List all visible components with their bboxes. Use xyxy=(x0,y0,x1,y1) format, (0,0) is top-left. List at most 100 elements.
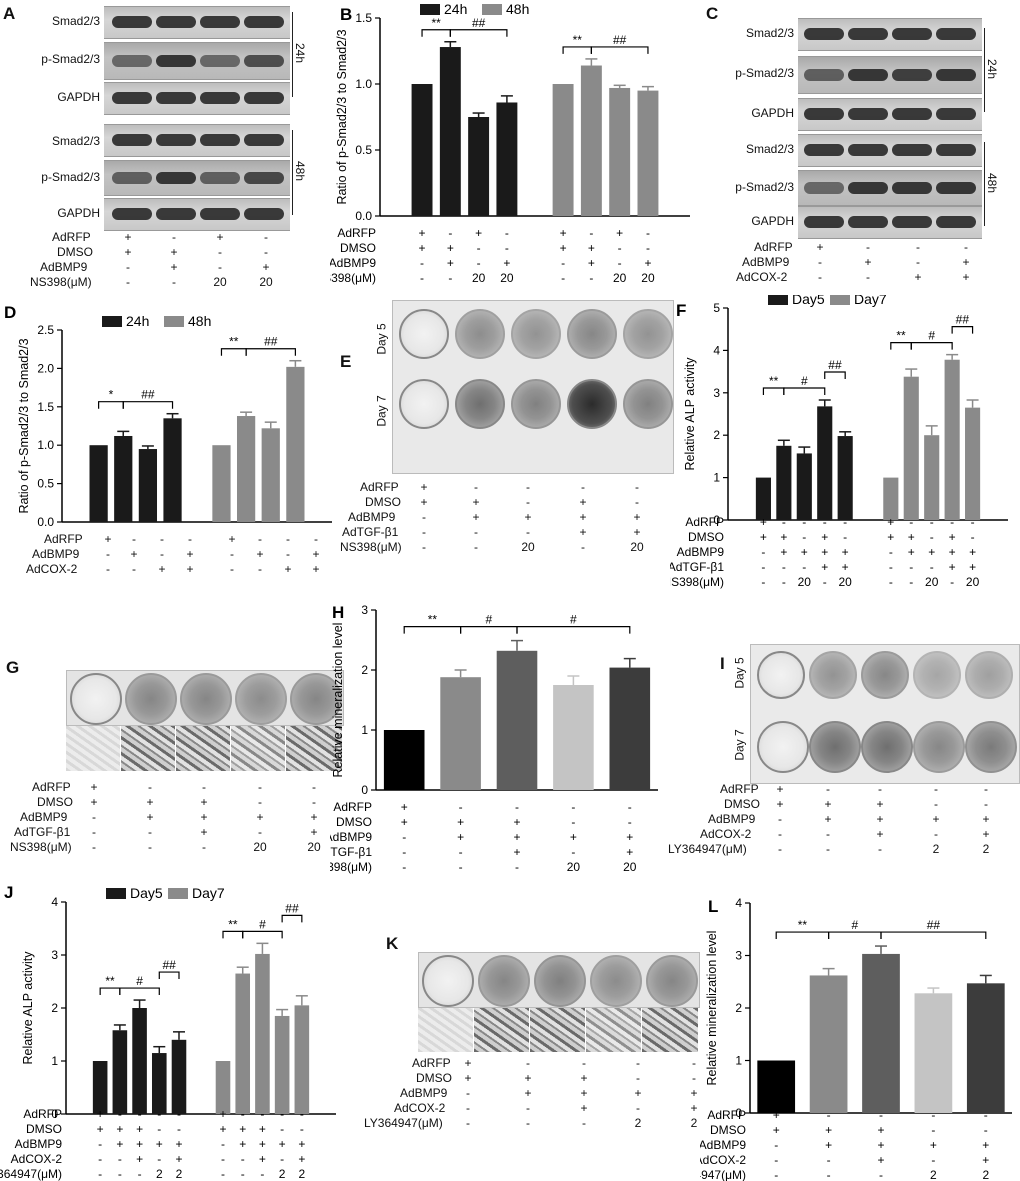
table-cell: - xyxy=(827,1108,831,1122)
table-cell: 20 xyxy=(567,860,581,874)
cell: + xyxy=(312,547,320,561)
blot-strip xyxy=(798,18,982,51)
table-cell: - xyxy=(761,560,765,574)
significance-bracket xyxy=(122,401,174,409)
table-cell: - xyxy=(280,1107,284,1121)
cell: + xyxy=(876,797,884,811)
cell: + xyxy=(824,812,832,826)
well xyxy=(455,309,505,359)
significance-bracket xyxy=(880,931,987,940)
cell: - xyxy=(474,525,478,539)
bar xyxy=(171,1039,187,1114)
table-cell: + xyxy=(877,1153,884,1167)
cell: + xyxy=(524,1071,532,1085)
row-label: AdCOX-2 xyxy=(394,1101,446,1115)
cell: - xyxy=(866,240,870,254)
cell: - xyxy=(258,532,262,546)
table-cell: - xyxy=(300,1107,304,1121)
row-label: AdRFP xyxy=(52,230,91,244)
cell: - xyxy=(826,827,830,841)
cell: + xyxy=(524,1086,532,1100)
y-tick-label: 1 xyxy=(713,471,720,485)
cell: + xyxy=(284,562,292,576)
cell: + xyxy=(262,260,270,274)
table-cell: - xyxy=(782,575,786,589)
table-cell: - xyxy=(646,226,650,240)
micrograph xyxy=(231,726,285,771)
row-label: AdBMP9 xyxy=(348,510,396,524)
cell: - xyxy=(474,540,478,554)
well xyxy=(125,673,177,725)
cell: - xyxy=(264,245,268,259)
cell: - xyxy=(92,825,96,839)
row-label: AdBMP9 xyxy=(742,255,790,269)
table-cell: - xyxy=(477,241,481,255)
cell: - xyxy=(172,275,176,289)
table-cell: + xyxy=(457,815,464,829)
blot-label: Smad2/3 xyxy=(745,26,794,40)
row-label: NS398(μM) xyxy=(670,575,724,589)
significance-mark: * xyxy=(109,388,114,402)
blot-strip xyxy=(104,198,290,231)
micrograph xyxy=(66,726,120,771)
blot-strip xyxy=(104,160,290,196)
cell: - xyxy=(526,1116,530,1130)
table-cell: - xyxy=(984,1123,988,1137)
well xyxy=(422,955,474,1007)
significance-mark: # xyxy=(928,329,935,343)
table-cell: + xyxy=(588,241,595,255)
well xyxy=(534,955,586,1007)
table-cell: - xyxy=(98,1167,102,1181)
cell: + xyxy=(186,562,194,576)
bar xyxy=(609,667,651,790)
cell: - xyxy=(826,782,830,796)
cell: - xyxy=(312,795,316,809)
table-cell: - xyxy=(448,271,452,285)
well xyxy=(399,379,449,429)
chart-d: D 0.0 0.5 1.0 1.5 2.0 2.5 Ratio of p-Smad2/3 to… xyxy=(4,303,332,529)
table-cell: - xyxy=(971,515,975,529)
cell: - xyxy=(692,1056,696,1070)
row-label: DMSO xyxy=(57,245,93,259)
table-cell: + xyxy=(887,530,894,544)
row-label: AdBMP9 xyxy=(15,1137,63,1151)
cell: + xyxy=(464,1071,472,1085)
significance-mark: ** xyxy=(229,335,239,349)
well xyxy=(646,955,698,1007)
blot-strip xyxy=(798,56,982,94)
row-label: LY364947(μM) xyxy=(0,1167,62,1181)
cell: 20 xyxy=(630,540,644,554)
cell: + xyxy=(310,810,318,824)
time-bracket xyxy=(292,12,293,97)
cell: + xyxy=(579,510,587,524)
table-cell: - xyxy=(909,560,913,574)
legend-label: 48h xyxy=(188,313,211,329)
cell: - xyxy=(230,547,234,561)
cell: - xyxy=(826,842,830,856)
table-cell: - xyxy=(402,830,406,844)
table-cell: 2 xyxy=(930,1168,937,1181)
well xyxy=(290,673,342,725)
cell: + xyxy=(186,547,194,561)
plate-grid xyxy=(66,670,344,726)
blot-strip xyxy=(104,6,290,39)
table-cell: - xyxy=(950,515,954,529)
y-tick-label: 4 xyxy=(713,343,720,357)
time-label: 24h xyxy=(985,58,1000,80)
significance-mark: # xyxy=(259,917,266,931)
cell: - xyxy=(106,547,110,561)
significance-bracket xyxy=(158,971,180,980)
cell: + xyxy=(146,795,154,809)
bar xyxy=(89,445,108,522)
row-label: AdBMP9 xyxy=(677,545,725,559)
significance-mark: ** xyxy=(896,329,906,343)
table-cell: - xyxy=(843,515,847,529)
significance-mark: ** xyxy=(573,33,583,47)
y-tick-label: 0.5 xyxy=(37,477,54,491)
y-tick-label: 1 xyxy=(51,1054,58,1068)
table-cell: - xyxy=(843,530,847,544)
table-cell: + xyxy=(877,1123,884,1137)
significance-bracket xyxy=(783,387,826,396)
cell: - xyxy=(148,825,152,839)
table-cell: - xyxy=(618,256,622,270)
